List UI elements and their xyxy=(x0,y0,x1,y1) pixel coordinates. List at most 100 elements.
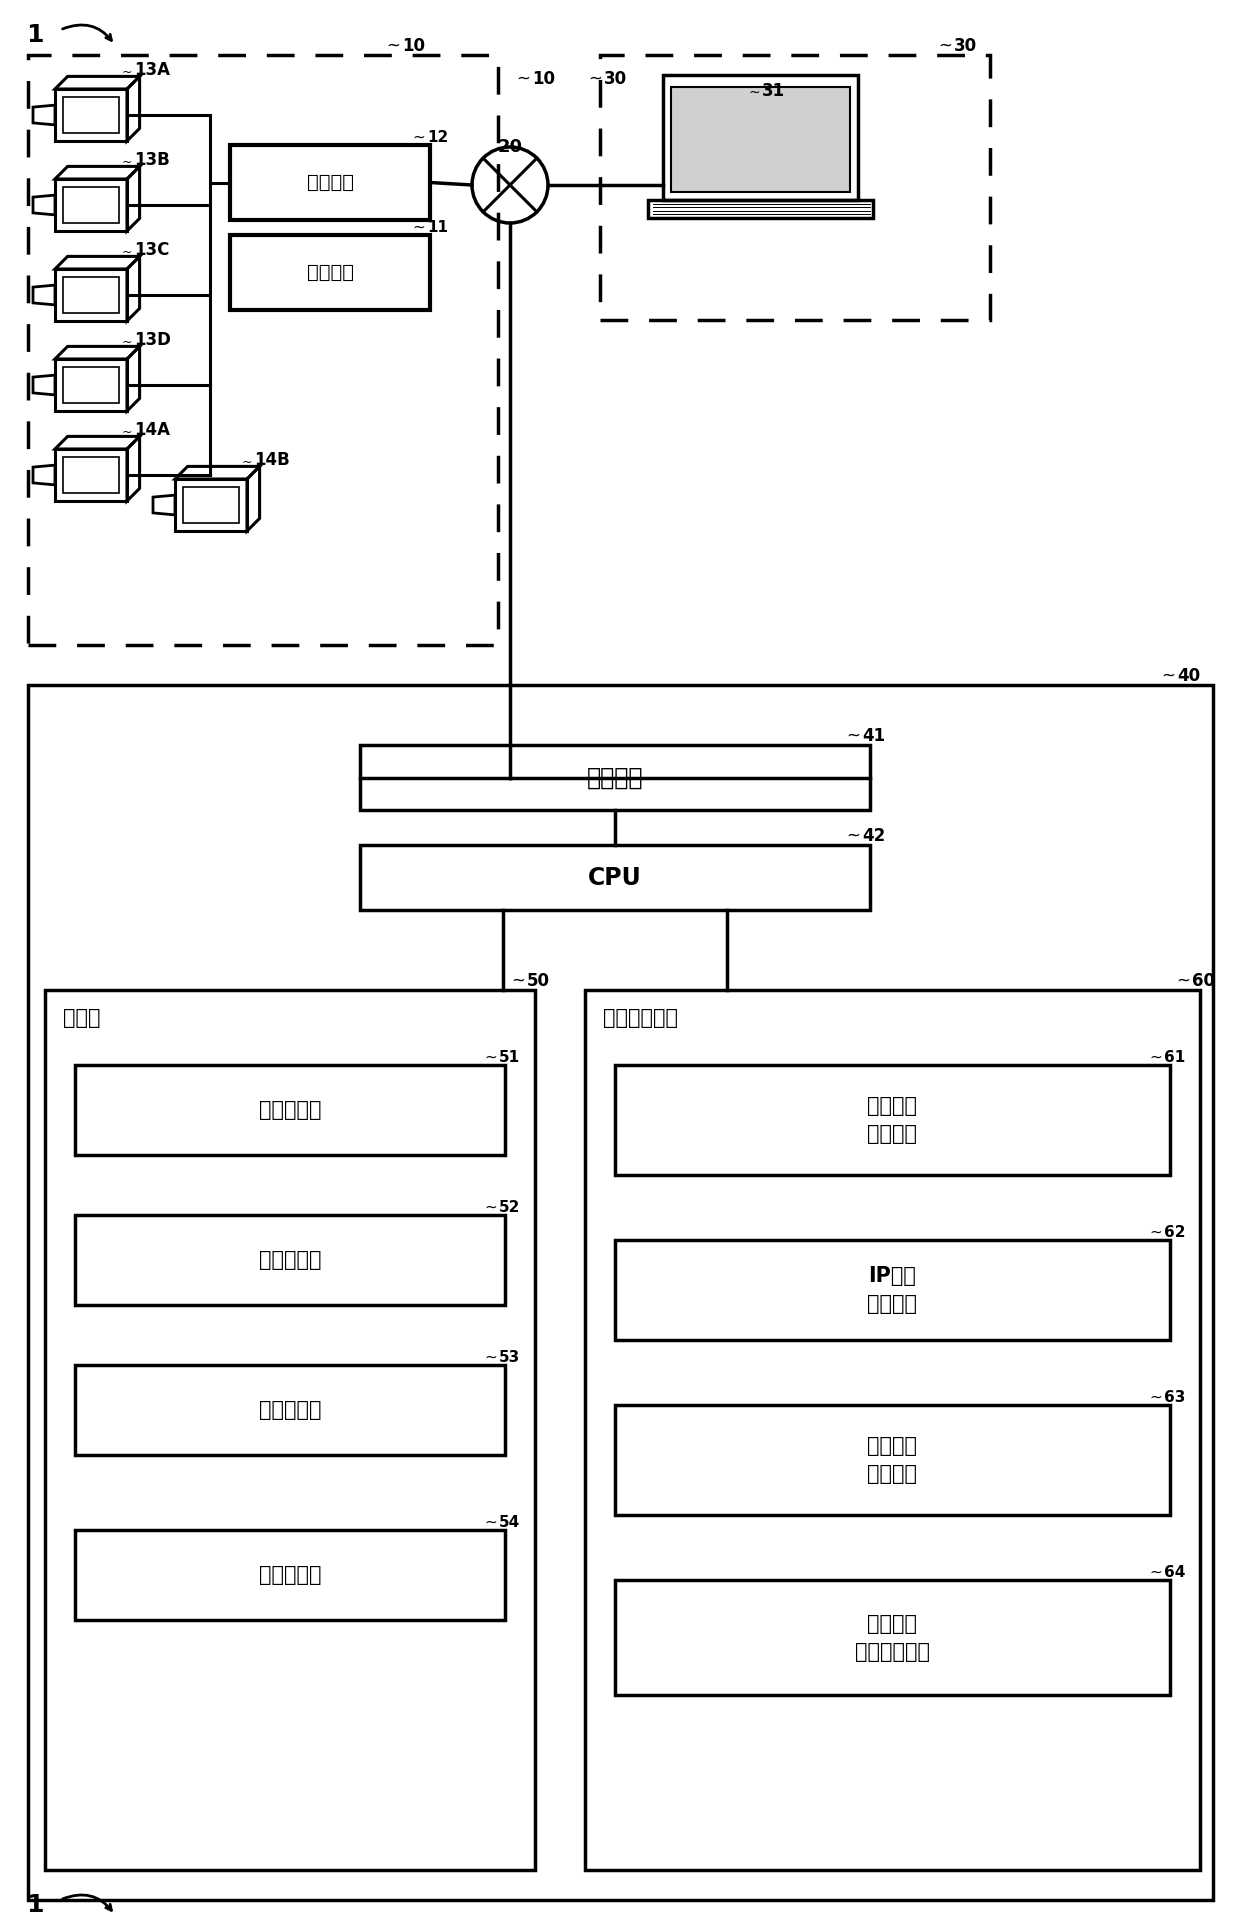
Text: ~: ~ xyxy=(122,65,131,79)
Text: 53: 53 xyxy=(498,1350,521,1366)
Bar xyxy=(662,75,858,200)
Bar xyxy=(74,1215,505,1306)
Bar xyxy=(74,1529,505,1620)
Bar xyxy=(55,358,126,410)
Text: 30: 30 xyxy=(604,69,627,89)
Text: 影像加工部: 影像加工部 xyxy=(259,1250,321,1269)
Bar xyxy=(55,179,126,231)
Text: ~: ~ xyxy=(1149,1050,1162,1065)
Bar xyxy=(55,449,126,501)
Text: 14A: 14A xyxy=(134,422,170,439)
Bar xyxy=(615,1240,1171,1340)
Text: 31: 31 xyxy=(763,83,785,100)
Text: ~: ~ xyxy=(516,69,529,89)
Text: 1: 1 xyxy=(26,23,43,46)
Text: ~: ~ xyxy=(1161,666,1176,686)
Text: 12: 12 xyxy=(427,129,448,144)
Text: ~: ~ xyxy=(122,247,131,258)
Bar xyxy=(615,1404,1171,1516)
Text: ~: ~ xyxy=(1176,973,1190,990)
Text: 41: 41 xyxy=(862,726,885,745)
Text: 通信装置: 通信装置 xyxy=(587,765,644,790)
Text: 51: 51 xyxy=(498,1050,520,1065)
Text: 11: 11 xyxy=(427,220,448,235)
Text: ~: ~ xyxy=(511,973,525,990)
Text: ~: ~ xyxy=(485,1516,497,1529)
Bar xyxy=(229,235,430,310)
Text: ~: ~ xyxy=(1149,1566,1162,1579)
Bar xyxy=(229,144,430,220)
Text: 现场信息
存储区域: 现场信息 存储区域 xyxy=(868,1096,918,1144)
Bar xyxy=(184,487,239,524)
Text: ~: ~ xyxy=(485,1350,497,1366)
Bar xyxy=(63,96,119,133)
Text: 20: 20 xyxy=(497,139,522,156)
Text: CPU: CPU xyxy=(588,865,642,890)
Text: ~: ~ xyxy=(412,220,425,235)
Bar xyxy=(63,368,119,403)
Text: ~: ~ xyxy=(846,726,861,745)
Text: 14B: 14B xyxy=(254,451,290,470)
Text: ~: ~ xyxy=(122,335,131,349)
Text: 影像获取部: 影像获取部 xyxy=(259,1100,321,1121)
Text: ~: ~ xyxy=(1149,1225,1162,1240)
Text: ~: ~ xyxy=(122,156,131,169)
Bar xyxy=(63,187,119,223)
Text: 62: 62 xyxy=(1164,1225,1185,1240)
Text: 10: 10 xyxy=(402,37,425,56)
Bar xyxy=(175,480,247,532)
Text: 40: 40 xyxy=(1177,666,1200,686)
Text: 10: 10 xyxy=(532,69,556,89)
Bar xyxy=(615,1579,1171,1695)
Text: ~: ~ xyxy=(749,87,760,100)
Bar xyxy=(55,270,126,322)
Bar xyxy=(29,56,498,645)
Text: ~: ~ xyxy=(846,826,861,846)
Bar xyxy=(647,200,873,218)
Text: ~: ~ xyxy=(939,37,952,56)
Bar xyxy=(585,990,1200,1870)
Text: 图标显示
位置存储区域: 图标显示 位置存储区域 xyxy=(856,1614,930,1662)
Text: 图标显示部: 图标显示部 xyxy=(259,1400,321,1419)
Text: 通信装置: 通信装置 xyxy=(306,173,353,193)
Text: 存储器: 存储器 xyxy=(63,1007,100,1028)
Text: 13C: 13C xyxy=(134,241,170,258)
Bar xyxy=(63,277,119,314)
Bar xyxy=(671,87,849,193)
Text: 影像数据
存储区域: 影像数据 存储区域 xyxy=(868,1437,918,1485)
Bar xyxy=(74,1366,505,1454)
Bar xyxy=(55,89,126,141)
Text: 42: 42 xyxy=(862,826,885,846)
Text: 54: 54 xyxy=(498,1516,521,1529)
Text: 60: 60 xyxy=(1192,973,1215,990)
Text: 画面发送部: 画面发送部 xyxy=(259,1566,321,1585)
Bar xyxy=(45,990,534,1870)
Text: 64: 64 xyxy=(1164,1566,1185,1579)
Text: 50: 50 xyxy=(527,973,551,990)
Text: ~: ~ xyxy=(242,456,252,470)
Text: 1: 1 xyxy=(26,1893,43,1916)
Bar xyxy=(600,56,990,320)
Bar xyxy=(360,846,870,909)
Bar xyxy=(360,745,870,811)
Text: ~: ~ xyxy=(122,426,131,439)
Text: 13A: 13A xyxy=(134,62,170,79)
Text: 61: 61 xyxy=(1164,1050,1185,1065)
Text: 记录装置: 记录装置 xyxy=(306,264,353,281)
Bar xyxy=(74,1065,505,1156)
Bar xyxy=(29,686,1213,1901)
Bar xyxy=(615,1065,1171,1175)
Text: 13B: 13B xyxy=(134,150,170,169)
Text: ~: ~ xyxy=(588,69,601,89)
Text: IP地址
存储区域: IP地址 存储区域 xyxy=(868,1265,918,1314)
Text: 52: 52 xyxy=(498,1200,521,1215)
Text: 辅助存储装置: 辅助存储装置 xyxy=(603,1007,678,1028)
Text: 63: 63 xyxy=(1164,1391,1185,1404)
Text: ~: ~ xyxy=(1149,1391,1162,1404)
Bar xyxy=(63,456,119,493)
Text: ~: ~ xyxy=(485,1200,497,1215)
Text: ~: ~ xyxy=(412,129,425,144)
Text: ~: ~ xyxy=(485,1050,497,1065)
Text: 30: 30 xyxy=(954,37,977,56)
Text: ~: ~ xyxy=(386,37,401,56)
